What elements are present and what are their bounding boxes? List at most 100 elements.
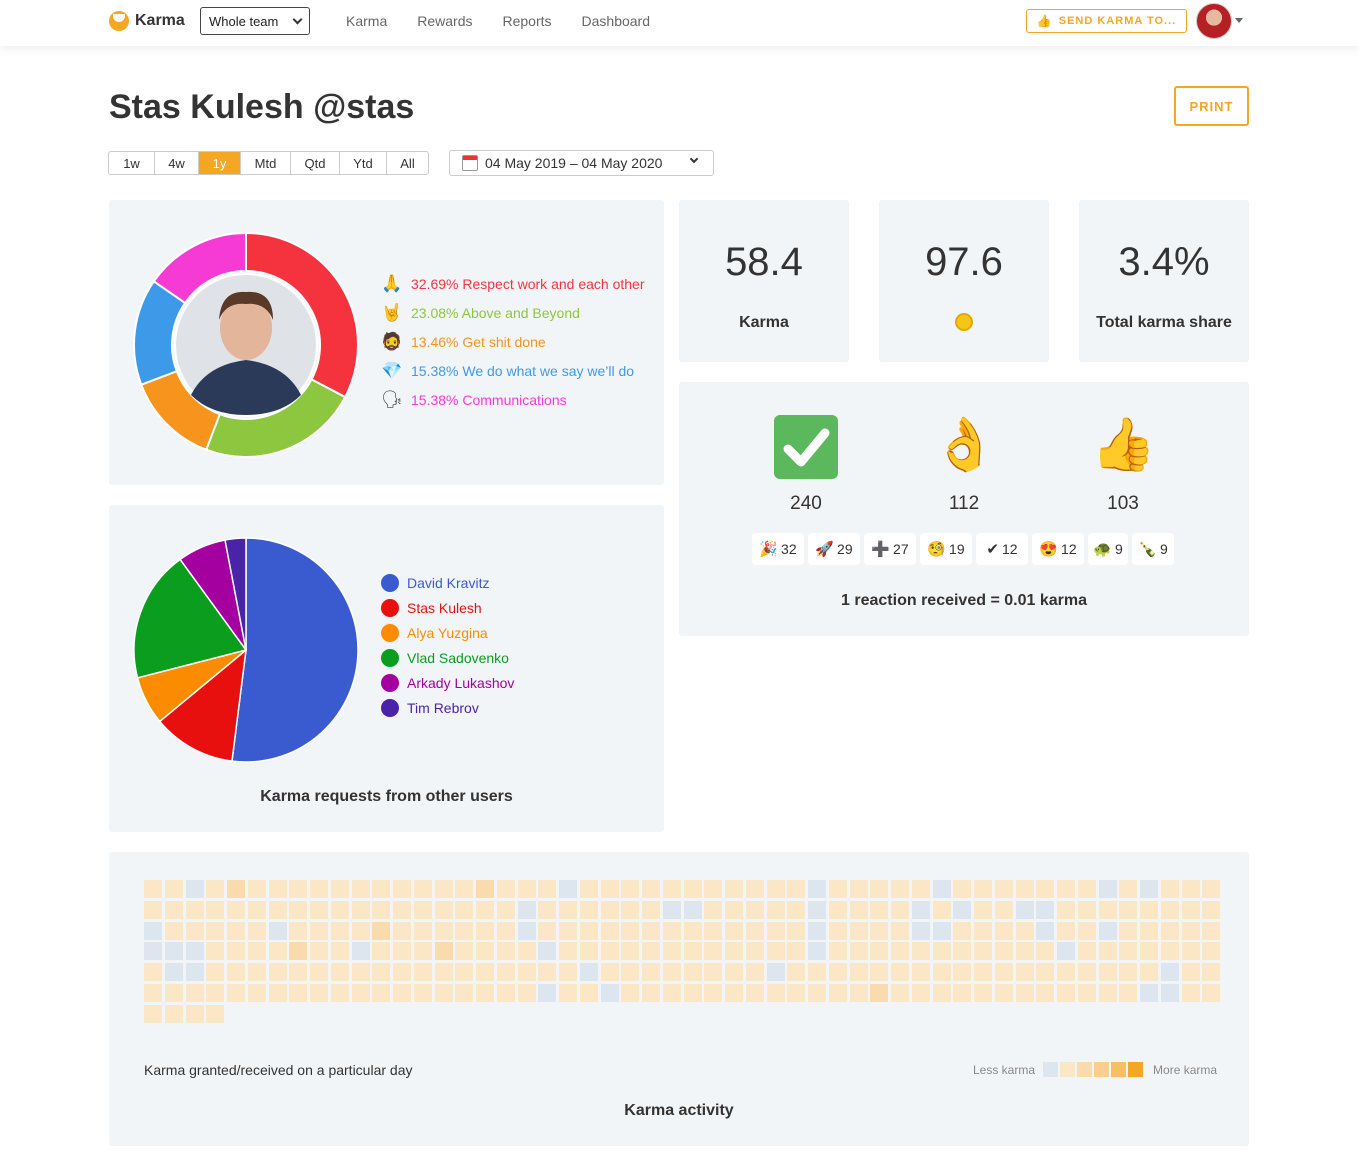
activity-day-cell[interactable] [1202, 880, 1221, 898]
activity-day-cell[interactable] [434, 880, 453, 898]
activity-day-cell[interactable] [164, 900, 183, 919]
activity-day-cell[interactable] [704, 942, 723, 961]
activity-day-cell[interactable] [164, 963, 183, 982]
pie-slice-tim-rebrov[interactable] [224, 537, 247, 651]
activity-day-cell[interactable] [994, 942, 1013, 961]
activity-day-cell[interactable] [227, 942, 245, 961]
activity-day-cell[interactable] [455, 880, 474, 898]
activity-day-cell[interactable] [559, 921, 577, 940]
activity-day-cell[interactable] [144, 1004, 162, 1023]
activity-day-cell[interactable] [828, 880, 847, 898]
activity-day-cell[interactable] [247, 921, 266, 940]
activity-day-cell[interactable] [745, 880, 764, 898]
activity-day-cell[interactable] [393, 880, 411, 898]
activity-day-cell[interactable] [725, 880, 743, 898]
activity-day-cell[interactable] [1098, 963, 1117, 982]
activity-day-cell[interactable] [911, 984, 930, 1002]
activity-day-cell[interactable] [766, 880, 785, 898]
brand[interactable]: Karma [109, 11, 185, 31]
activity-day-cell[interactable] [849, 880, 868, 898]
activity-day-cell[interactable] [1202, 921, 1221, 940]
activity-day-cell[interactable] [517, 921, 536, 940]
activity-day-cell[interactable] [330, 963, 349, 982]
activity-day-cell[interactable] [994, 963, 1013, 982]
activity-day-cell[interactable] [683, 942, 702, 961]
activity-day-cell[interactable] [1098, 942, 1117, 961]
activity-day-cell[interactable] [1160, 900, 1179, 919]
activity-day-cell[interactable] [745, 963, 764, 982]
activity-day-cell[interactable] [310, 942, 328, 961]
activity-day-cell[interactable] [1057, 984, 1075, 1002]
activity-day-cell[interactable] [787, 900, 806, 919]
activity-day-cell[interactable] [725, 963, 743, 982]
activity-day-cell[interactable] [227, 984, 245, 1002]
activity-day-cell[interactable] [953, 984, 972, 1002]
activity-day-cell[interactable] [185, 942, 204, 961]
activity-day-cell[interactable] [787, 942, 806, 961]
activity-day-cell[interactable] [455, 942, 474, 961]
activity-day-cell[interactable] [289, 942, 308, 961]
activity-day-cell[interactable] [642, 984, 660, 1002]
activity-day-cell[interactable] [870, 984, 889, 1002]
activity-day-cell[interactable] [206, 1004, 225, 1023]
activity-day-cell[interactable] [164, 984, 183, 1002]
activity-day-cell[interactable] [1015, 963, 1034, 982]
activity-day-cell[interactable] [496, 984, 515, 1002]
activity-day-cell[interactable] [787, 880, 806, 898]
activity-day-cell[interactable] [206, 963, 225, 982]
activity-day-cell[interactable] [144, 921, 162, 940]
activity-day-cell[interactable] [1036, 880, 1055, 898]
activity-day-cell[interactable] [642, 880, 660, 898]
activity-day-cell[interactable] [932, 900, 951, 919]
activity-day-cell[interactable] [1160, 963, 1179, 982]
activity-day-cell[interactable] [1119, 900, 1138, 919]
activity-day-cell[interactable] [849, 921, 868, 940]
activity-day-cell[interactable] [206, 900, 225, 919]
period-mtd[interactable]: Mtd [241, 152, 291, 174]
activity-day-cell[interactable] [434, 984, 453, 1002]
activity-day-cell[interactable] [372, 963, 391, 982]
activity-day-cell[interactable] [268, 984, 287, 1002]
activity-day-cell[interactable] [683, 921, 702, 940]
activity-day-cell[interactable] [144, 900, 162, 919]
activity-day-cell[interactable] [828, 900, 847, 919]
activity-day-cell[interactable] [953, 921, 972, 940]
activity-day-cell[interactable] [621, 963, 640, 982]
activity-day-cell[interactable] [476, 984, 494, 1002]
activity-day-cell[interactable] [808, 880, 826, 898]
activity-day-cell[interactable] [974, 880, 992, 898]
activity-day-cell[interactable] [559, 984, 577, 1002]
activity-day-cell[interactable] [870, 900, 889, 919]
activity-day-cell[interactable] [579, 880, 598, 898]
activity-day-cell[interactable] [289, 921, 308, 940]
activity-day-cell[interactable] [642, 963, 660, 982]
activity-day-cell[interactable] [247, 880, 266, 898]
activity-day-cell[interactable] [725, 900, 743, 919]
activity-day-cell[interactable] [206, 880, 225, 898]
pie-legend-item[interactable]: Tim Rebrov [381, 699, 479, 717]
activity-day-cell[interactable] [310, 984, 328, 1002]
activity-day-cell[interactable] [538, 942, 557, 961]
activity-day-cell[interactable] [994, 984, 1013, 1002]
activity-day-cell[interactable] [413, 900, 432, 919]
activity-day-cell[interactable] [247, 900, 266, 919]
activity-day-cell[interactable] [393, 900, 411, 919]
activity-day-cell[interactable] [310, 963, 328, 982]
activity-day-cell[interactable] [1057, 963, 1075, 982]
activity-day-cell[interactable] [621, 880, 640, 898]
activity-day-cell[interactable] [1119, 942, 1138, 961]
activity-day-cell[interactable] [1015, 880, 1034, 898]
period-1y[interactable]: 1y [199, 152, 241, 174]
activity-day-cell[interactable] [932, 942, 951, 961]
activity-day-cell[interactable] [206, 942, 225, 961]
activity-day-cell[interactable] [144, 963, 162, 982]
print-button[interactable]: PRINT [1174, 86, 1249, 126]
activity-day-cell[interactable] [808, 900, 826, 919]
activity-day-cell[interactable] [953, 900, 972, 919]
activity-day-cell[interactable] [559, 963, 577, 982]
activity-day-cell[interactable] [393, 963, 411, 982]
caret-down-icon[interactable] [1235, 18, 1243, 23]
activity-day-cell[interactable] [1181, 984, 1200, 1002]
activity-day-cell[interactable] [330, 942, 349, 961]
period-ytd[interactable]: Ytd [340, 152, 387, 174]
